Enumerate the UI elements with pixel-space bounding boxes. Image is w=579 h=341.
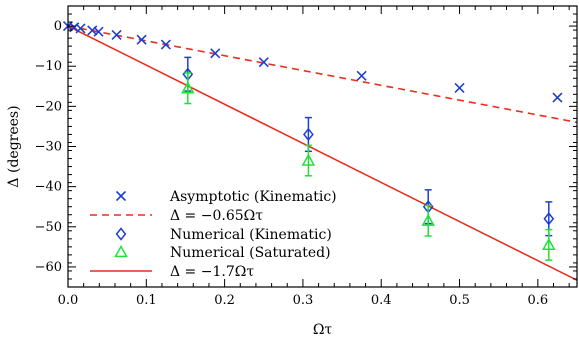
legend-entry: Numerical (Kinematic) xyxy=(170,227,332,243)
y-tick-label: −30 xyxy=(35,140,62,155)
data-point xyxy=(356,70,367,81)
x-tick-label: 0.6 xyxy=(528,293,549,308)
legend-marker xyxy=(114,244,128,258)
data-point xyxy=(136,34,147,45)
x-tick-label: 0.0 xyxy=(58,293,79,308)
data-point xyxy=(210,48,221,59)
data-point xyxy=(303,127,314,142)
error-bar xyxy=(304,144,312,177)
data-point xyxy=(552,92,563,103)
data-point xyxy=(301,153,316,166)
y-tick-label: 0 xyxy=(54,19,62,34)
error-bar xyxy=(184,72,192,105)
y-tick-label: −10 xyxy=(35,59,62,74)
x-axis-label: Ωτ xyxy=(313,322,333,338)
fit-lines xyxy=(68,25,577,281)
legend-marker xyxy=(115,227,127,241)
x-tick-label: 0.2 xyxy=(214,293,235,308)
data-point xyxy=(421,213,435,226)
x-tick-label: 0.1 xyxy=(136,293,157,308)
legend-marker xyxy=(115,190,127,202)
x-tick-label: 0.3 xyxy=(293,293,314,308)
error-bar xyxy=(545,228,553,261)
data-points xyxy=(62,21,563,261)
x-tick-label: 0.5 xyxy=(449,293,470,308)
data-point xyxy=(75,23,86,34)
legend-entry: Δ = −0.65Ωτ xyxy=(170,208,263,224)
y-tick-label: −50 xyxy=(35,220,62,235)
data-point xyxy=(160,39,171,50)
legend-entry: Numerical (Saturated) xyxy=(170,245,331,261)
y-tick-label: −60 xyxy=(35,260,62,275)
data-point xyxy=(181,81,195,94)
y-axis-label: Δ (degrees) xyxy=(6,105,22,187)
x-tick-label: 0.4 xyxy=(371,293,392,308)
data-point xyxy=(93,26,104,37)
legend-entry: Asymptotic (Kinematic) xyxy=(169,189,337,205)
y-tick-label: −40 xyxy=(35,180,62,195)
legend: Asymptotic (Kinematic) Δ = −0.65Ωτ Numeric… xyxy=(90,189,337,280)
data-point xyxy=(111,29,122,40)
data-point xyxy=(258,57,269,68)
legend-entry: Δ = −1.7Ωτ xyxy=(170,264,254,280)
data-point xyxy=(454,82,465,93)
y-tick-label: −20 xyxy=(35,99,62,114)
error-bar xyxy=(424,204,432,237)
data-point xyxy=(543,212,555,226)
axis-ticks: 0.0 0.1 0.2 0.3 0.4 0.5 0.6 0 −10 −20 −30 −40 −50 −60 xyxy=(35,5,577,308)
fit-line xyxy=(68,25,577,124)
fit-line xyxy=(68,25,577,281)
data-point xyxy=(542,237,556,250)
